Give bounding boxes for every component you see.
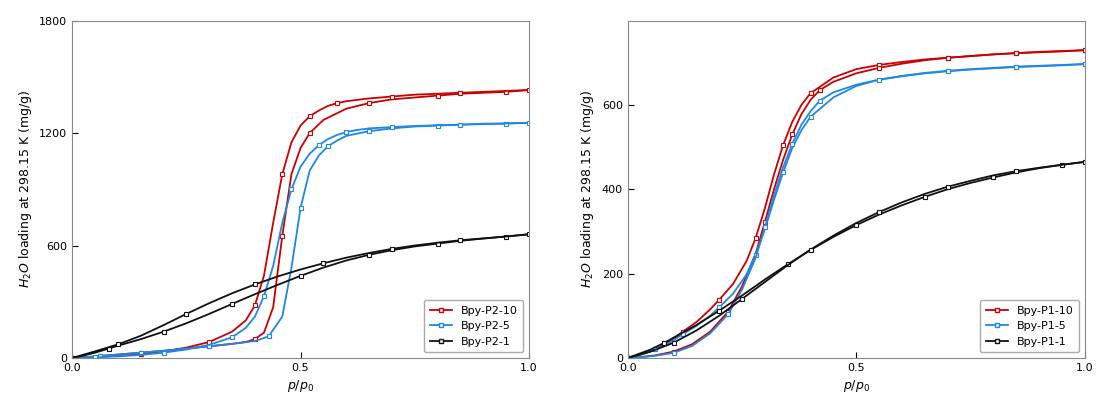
Y-axis label: $H_2O$ loading at 298.15 K (mg/g): $H_2O$ loading at 298.15 K (mg/g) (17, 90, 33, 289)
Y-axis label: $H_2O$ loading at 298.15 K (mg/g): $H_2O$ loading at 298.15 K (mg/g) (579, 90, 596, 289)
X-axis label: $p/p_0$: $p/p_0$ (842, 379, 870, 394)
X-axis label: $p/p_0$: $p/p_0$ (287, 379, 314, 394)
Legend: Bpy-P1-10, Bpy-P1-5, Bpy-P1-1: Bpy-P1-10, Bpy-P1-5, Bpy-P1-1 (980, 300, 1079, 352)
Legend: Bpy-P2-10, Bpy-P2-5, Bpy-P2-1: Bpy-P2-10, Bpy-P2-5, Bpy-P2-1 (424, 300, 523, 352)
